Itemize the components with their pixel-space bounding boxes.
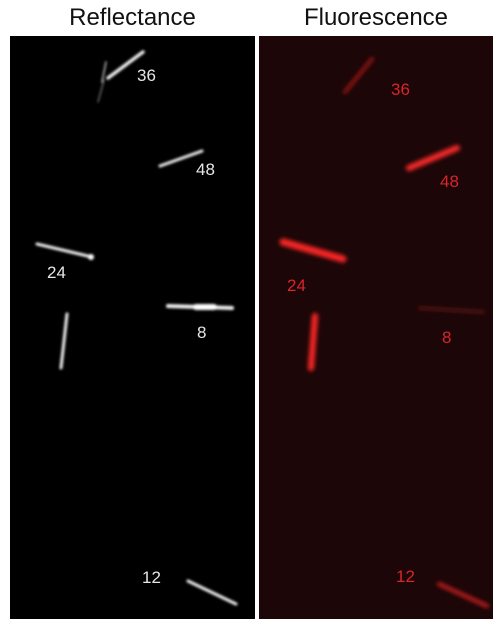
- label-24: 24: [47, 263, 66, 282]
- reflectance-image: [35, 50, 238, 606]
- particle-36: [343, 57, 374, 94]
- label-12: 12: [396, 567, 415, 586]
- particle-48: [158, 149, 204, 168]
- particle-unlabeled: [308, 313, 318, 371]
- label-8: 8: [442, 328, 452, 347]
- particle-12: [437, 582, 489, 608]
- reflectance-panel: 36 48 24 8 12: [10, 36, 255, 619]
- label-48: 48: [440, 172, 459, 191]
- fluorescence-title: Fluorescence: [303, 4, 449, 31]
- particle-36: [106, 50, 145, 80]
- particle-12: [186, 579, 238, 606]
- reflectance-title: Reflectance: [69, 4, 196, 31]
- fluorescence-panel: 36 48 24 8 12: [259, 36, 493, 619]
- label-12: 12: [142, 568, 161, 587]
- label-36: 36: [391, 80, 410, 99]
- particle-48: [406, 145, 460, 171]
- fluorescence-image: [279, 57, 489, 608]
- particle-24: [279, 238, 347, 263]
- label-8: 8: [197, 323, 207, 342]
- label-36: 36: [137, 66, 156, 85]
- label-48: 48: [196, 160, 215, 179]
- particle-8: [417, 306, 486, 314]
- label-24: 24: [287, 276, 306, 295]
- particle-24: [35, 242, 94, 259]
- particle-unlabeled: [59, 312, 69, 370]
